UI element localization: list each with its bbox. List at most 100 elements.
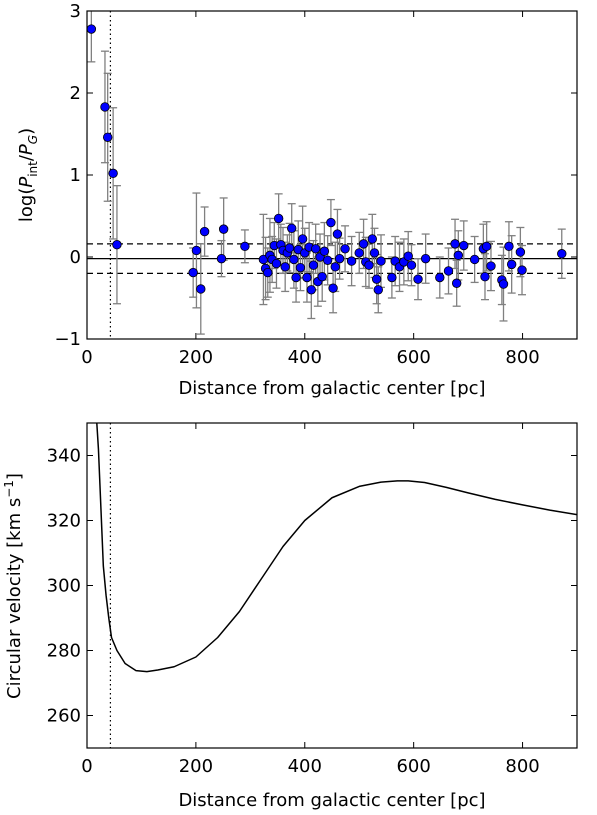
data-point [196, 284, 206, 294]
top-y-tick-label: 2 [70, 83, 81, 104]
top-y-axis-label: log(Pint/PG) [16, 128, 40, 222]
data-point [271, 258, 282, 269]
data-point [263, 267, 273, 278]
bottom-curve-group [96, 423, 577, 673]
data-point [273, 213, 284, 224]
data-point [317, 271, 327, 282]
data-point [306, 285, 317, 295]
data-point [87, 24, 97, 34]
top-y-tick-label: −1 [54, 329, 81, 350]
data-point [289, 254, 299, 265]
bottom-y-tick-label: 340 [47, 446, 81, 467]
circular-velocity-curve [96, 423, 577, 673]
top-errorbars [87, 11, 566, 335]
data-point [373, 285, 383, 295]
data-point [326, 217, 336, 228]
data-point [480, 271, 490, 282]
data-point [346, 256, 357, 266]
data-point [354, 248, 364, 258]
data-point [506, 259, 517, 270]
top-x-tick-label: 0 [81, 347, 92, 368]
top-x-tick-label: 400 [288, 347, 322, 368]
data-point [367, 234, 377, 244]
data-point [319, 246, 330, 256]
top-x-tick-label: 600 [396, 347, 430, 368]
data-point [100, 102, 110, 112]
data-point [453, 250, 464, 261]
bottom-y-tick-label: 300 [47, 576, 81, 597]
data-point [504, 241, 514, 252]
data-point [420, 253, 431, 264]
data-point [112, 239, 122, 250]
data-point [369, 248, 380, 258]
top-points [87, 24, 567, 295]
data-point [302, 272, 312, 283]
data-point [108, 168, 118, 179]
top-y-label-part-close: ) [16, 128, 37, 135]
data-point [295, 262, 306, 273]
bottom-y-tick-label: 320 [47, 511, 81, 532]
data-point [216, 253, 227, 264]
data-point [218, 224, 229, 234]
top-y-label-part-open: log( [16, 188, 37, 222]
bottom-chart: 0 200 400 600 800 260 280 300 320 340 Distance fr… [2, 422, 578, 811]
bottom-y-tick-label: 280 [47, 641, 81, 662]
data-point [334, 253, 345, 264]
data-point [340, 244, 350, 254]
data-point [364, 260, 374, 270]
top-y-tick-label: 1 [70, 165, 81, 186]
data-point [435, 272, 445, 283]
data-point [515, 247, 526, 257]
data-point [450, 239, 460, 249]
data-point [188, 267, 198, 278]
data-point [403, 251, 413, 261]
data-point [102, 132, 113, 142]
data-point [287, 223, 297, 234]
data-point [376, 256, 386, 266]
data-point [322, 255, 333, 265]
data-point [469, 254, 480, 265]
data-point [481, 241, 492, 252]
data-point [358, 239, 369, 249]
bottom-x-tick-label: 0 [81, 756, 92, 777]
bottom-y-label-part-close: ] [4, 473, 25, 480]
bottom-x-tick-label: 400 [288, 756, 322, 777]
data-point [413, 274, 423, 284]
data-point [199, 226, 210, 237]
bottom-x-tick-label: 600 [396, 756, 430, 777]
data-point [332, 229, 343, 239]
bottom-plot-frame [86, 422, 578, 749]
top-y-tick-label: 0 [70, 247, 81, 268]
data-point [406, 260, 417, 270]
top-y-label-part-p1: P [16, 177, 37, 188]
bottom-x-tick-label: 800 [505, 756, 539, 777]
data-point [240, 241, 250, 252]
top-x-tick-label: 200 [179, 347, 213, 368]
data-point [486, 261, 496, 271]
bottom-tick-labels: 0 200 400 600 800 260 280 300 320 340 [47, 446, 540, 778]
data-point [459, 240, 469, 251]
data-point [328, 283, 338, 293]
top-y-tick-label: 3 [70, 1, 81, 22]
data-point [517, 265, 527, 275]
data-point [310, 244, 321, 254]
bottom-y-axis-label: Circular velocity [km s−1] [2, 473, 25, 699]
data-point [297, 234, 308, 244]
data-point [451, 278, 462, 288]
data-point [291, 272, 301, 283]
top-y-label-part-slash: / [16, 154, 37, 161]
data-point [330, 262, 340, 272]
top-y-label-part-sub1: int [26, 161, 40, 177]
bottom-y-label-part-sup: −1 [2, 480, 16, 498]
bottom-y-label-part-main: Circular velocity [km s [4, 498, 25, 699]
bottom-x-tick-label: 200 [179, 756, 213, 777]
top-x-axis-label: Distance from galactic center [pc] [178, 378, 485, 399]
bottom-ticks [86, 423, 577, 748]
data-point [443, 266, 454, 276]
top-y-label-part-p2: P [16, 144, 37, 155]
data-point [371, 274, 382, 284]
data-point [284, 243, 295, 253]
